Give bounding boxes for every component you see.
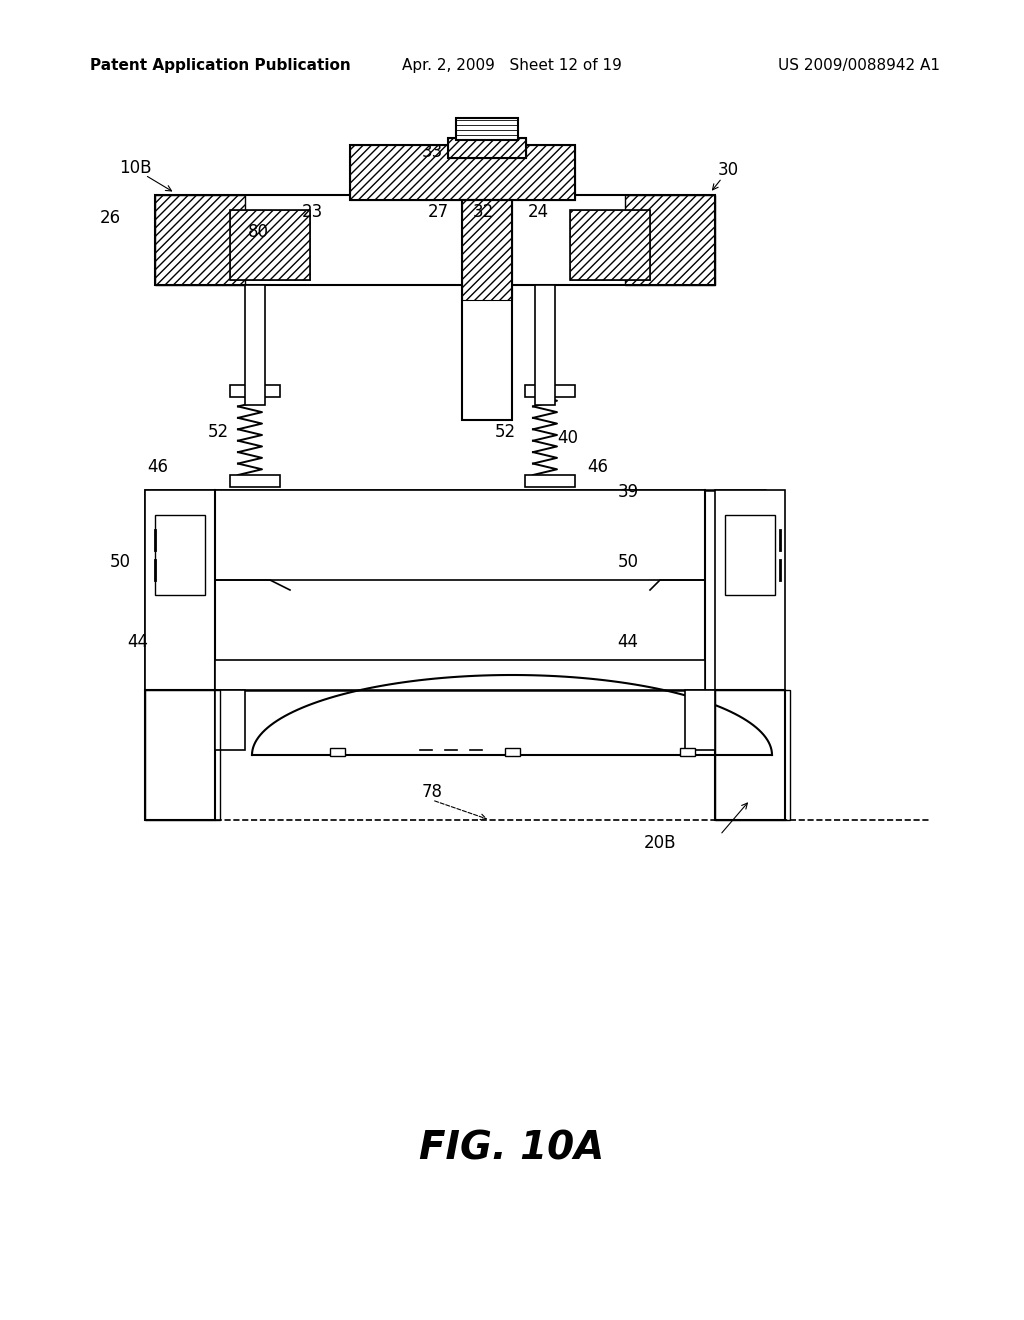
Bar [230,475,280,487]
Text: 78: 78 [422,783,442,801]
Text: 32: 32 [472,203,494,220]
Text: 50: 50 [110,553,130,572]
Text: Patent Application Publication: Patent Application Publication [90,58,351,73]
Bar [525,385,575,397]
Bar [535,285,555,405]
Text: 24: 24 [527,203,549,220]
Text: Apr. 2, 2009   Sheet 12 of 19: Apr. 2, 2009 Sheet 12 of 19 [402,58,622,73]
Bar [462,201,512,300]
Bar [145,690,215,820]
Bar [215,660,705,690]
Bar [462,201,512,420]
Text: 50: 50 [617,553,639,572]
Bar [145,490,215,690]
Text: 52: 52 [208,422,228,441]
Text: 46: 46 [147,458,169,477]
Bar [155,195,715,285]
Bar [725,515,775,595]
Bar [456,117,518,140]
Text: 40: 40 [557,429,579,447]
Bar [230,210,310,280]
Bar [350,145,575,201]
Bar [230,385,280,397]
Bar [525,475,575,487]
Bar [685,690,715,750]
Bar [145,690,220,820]
Bar [155,515,205,595]
Bar [715,690,785,820]
Bar [350,145,575,201]
Text: 23: 23 [301,203,323,220]
Bar [449,139,526,158]
Text: FIG. 10A: FIG. 10A [420,1130,604,1168]
Text: 44: 44 [617,634,639,651]
Text: 44: 44 [128,634,148,651]
Text: US 2009/0088942 A1: US 2009/0088942 A1 [778,58,940,73]
Bar [715,690,790,820]
Bar [245,285,265,405]
Text: 26: 26 [99,209,121,227]
Bar [505,748,520,756]
Bar [625,195,715,285]
Text: 27: 27 [427,203,449,220]
Bar [230,210,310,280]
Text: 39: 39 [617,483,639,502]
Bar [570,210,650,280]
Bar [155,195,245,285]
Bar [330,748,345,756]
Text: 52: 52 [495,422,515,441]
Bar [715,490,785,690]
Text: 20B: 20B [644,834,676,851]
Text: 80: 80 [248,223,268,242]
Text: 46: 46 [588,458,608,477]
Text: 33: 33 [421,143,442,161]
Bar [215,490,705,579]
Text: 30: 30 [718,161,738,180]
Bar [680,748,695,756]
Text: 10B: 10B [119,158,152,177]
Bar [215,690,245,750]
Bar [570,210,650,280]
Bar [449,139,526,158]
Bar [145,490,765,690]
